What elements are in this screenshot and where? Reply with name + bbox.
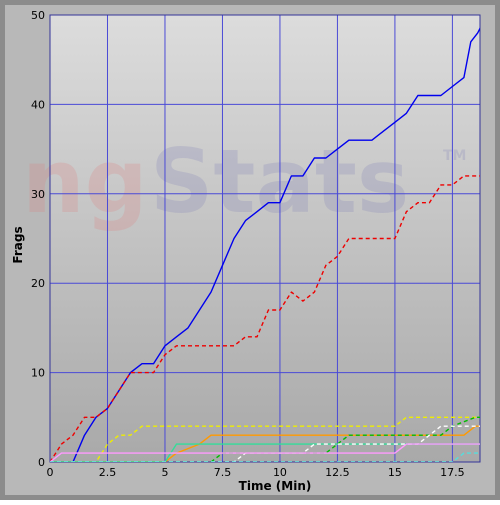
watermark-tm: TM xyxy=(443,148,466,164)
x-tick-label: 5 xyxy=(161,466,168,479)
y-tick-label: 20 xyxy=(31,277,45,290)
x-tick-label: 7.5 xyxy=(214,466,232,479)
x-tick-label: 12.5 xyxy=(325,466,350,479)
y-axis-title: Frags xyxy=(11,226,25,263)
series-line-1 xyxy=(50,26,480,462)
y-tick-label: 30 xyxy=(31,188,45,201)
y-tick-label: 10 xyxy=(31,367,45,380)
plot-border xyxy=(49,14,481,463)
watermark-ng: ng xyxy=(22,130,148,233)
series-line-4 xyxy=(50,425,480,462)
series-line-9 xyxy=(50,452,480,462)
series-line-3 xyxy=(50,416,480,462)
y-tick-label: 50 xyxy=(31,9,45,22)
x-tick-label: 0 xyxy=(47,466,54,479)
x-tick-labels: 0 2.5 5 7.5 10 12.5 15 17.5 xyxy=(47,466,465,479)
series-line-2 xyxy=(50,175,480,462)
grid-lines xyxy=(49,14,481,463)
x-tick-label: 17.5 xyxy=(440,466,465,479)
x-tick-label: 2.5 xyxy=(99,466,117,479)
series-line-8 xyxy=(50,443,480,462)
y-tick-label: 0 xyxy=(38,456,45,469)
watermark-logo: ng Stats TM xyxy=(22,130,466,233)
y-tick-labels: 0 10 20 30 40 50 xyxy=(31,9,45,469)
x-tick-label: 15 xyxy=(388,466,402,479)
y-tick-label: 40 xyxy=(31,98,45,111)
series-lines xyxy=(50,26,480,462)
x-axis-title: Time (Min) xyxy=(239,479,312,493)
series-line-6 xyxy=(50,416,480,462)
x-tick-label: 10 xyxy=(273,466,287,479)
plot-area xyxy=(50,15,480,462)
